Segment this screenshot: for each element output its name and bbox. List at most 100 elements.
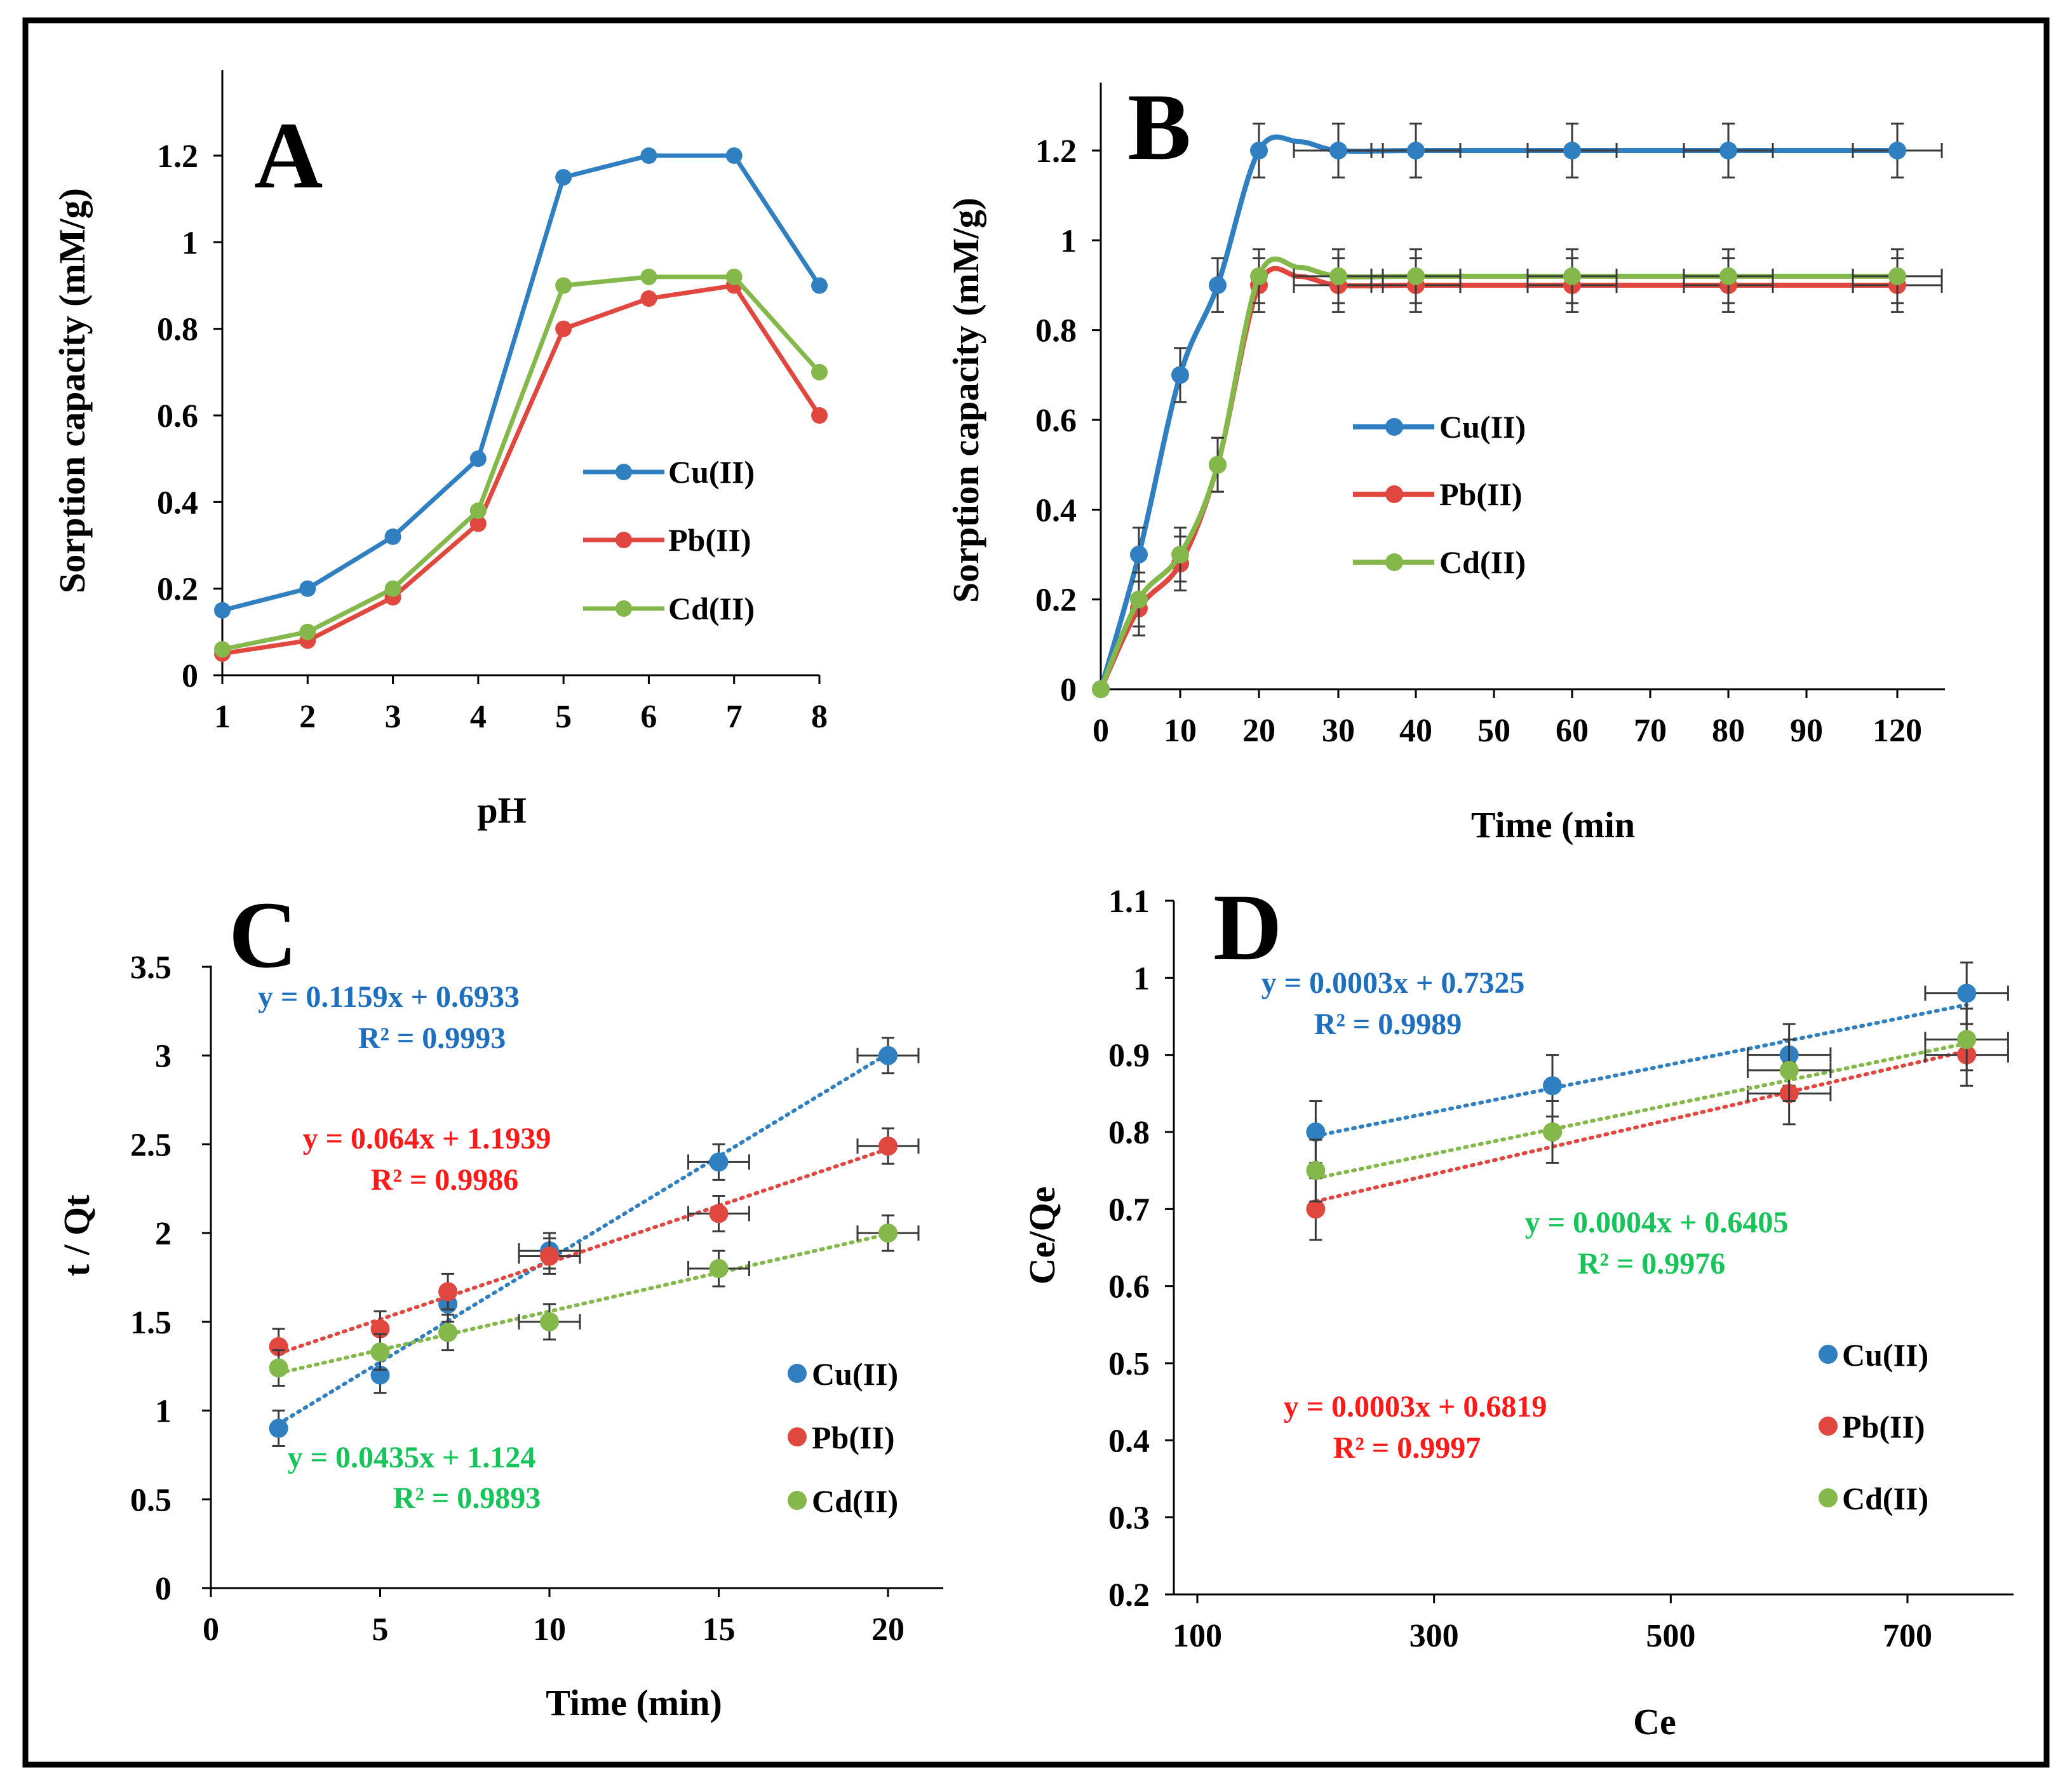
c-r-squared: R² = 0.9993	[358, 1021, 506, 1055]
b-legend-label: Pb(II)	[1439, 476, 1523, 512]
a-x-tick-label: 5	[555, 699, 572, 735]
c-data-point	[709, 1152, 729, 1172]
c-legend-label: Cu(II)	[812, 1356, 898, 1392]
d-x-tick-label: 100	[1173, 1618, 1222, 1654]
d-y-tick-label: 0.4	[1108, 1423, 1150, 1459]
b-data-point	[1250, 267, 1268, 285]
b-data-point	[1888, 142, 1906, 159]
c-equation: y = 0.1159x + 0.6933	[258, 980, 520, 1014]
b-y-tick-label: 1	[1060, 223, 1077, 259]
d-equation: y = 0.0003x + 0.6819	[1284, 1390, 1547, 1424]
c-data-point	[438, 1282, 458, 1302]
a-data-point	[811, 277, 828, 294]
c-data-point	[540, 1312, 559, 1331]
a-y-tick-label: 0.4	[157, 485, 198, 521]
a-y-tick-label: 0.6	[157, 398, 198, 434]
c-y-tick-label: 0.5	[130, 1482, 172, 1518]
d-x-tick-label: 700	[1883, 1618, 1932, 1654]
d-data-point	[1306, 1161, 1326, 1180]
c-data-point	[878, 1136, 898, 1156]
d-y-tick-label: 0.7	[1108, 1192, 1150, 1228]
c-data-point	[878, 1046, 898, 1065]
b-x-tick-label: 70	[1634, 713, 1667, 749]
d-data-point	[1957, 983, 1977, 1003]
b-y-tick-label: 0.8	[1035, 313, 1077, 349]
b-legend-marker	[1385, 485, 1403, 503]
panel-d-letter: D	[1213, 875, 1282, 980]
d-legend-label: Cd(II)	[1842, 1481, 1928, 1516]
a-data-point	[384, 580, 401, 597]
a-series-line	[222, 283, 821, 656]
b-data-point	[1209, 276, 1227, 294]
a-data-point	[214, 602, 231, 619]
a-y-tick-label: 1	[182, 225, 198, 261]
a-data-point	[299, 623, 316, 640]
a-legend-marker	[616, 532, 632, 548]
b-x-tick-label: 50	[1477, 713, 1510, 749]
c-legend-marker	[788, 1491, 807, 1510]
c-legend-marker	[788, 1427, 807, 1446]
c-equation: y = 0.064x + 1.1939	[303, 1122, 551, 1155]
panel-c-x-title: Time (min)	[546, 1682, 722, 1723]
b-x-tick-label: 120	[1873, 713, 1922, 749]
a-data-point	[640, 290, 657, 307]
a-x-tick-label: 2	[299, 699, 316, 735]
a-y-tick-label: 0	[182, 658, 198, 694]
b-data-point	[1329, 267, 1347, 285]
d-y-tick-label: 0.9	[1108, 1038, 1150, 1074]
a-data-point	[299, 580, 316, 597]
b-x-tick-label: 20	[1242, 713, 1275, 749]
c-legend-label: Pb(II)	[812, 1420, 895, 1455]
panel-c-y-title: t / Qt	[56, 1194, 97, 1277]
c-r-squared: R² = 0.9986	[371, 1163, 518, 1197]
b-data-point	[1171, 546, 1189, 563]
figure-frame	[22, 17, 2050, 1768]
b-data-point	[1407, 267, 1425, 285]
b-data-point	[1407, 142, 1425, 159]
c-y-tick-label: 2.5	[130, 1127, 172, 1163]
panel-b-letter: B	[1127, 74, 1191, 180]
a-data-point	[214, 641, 231, 658]
a-series-line	[222, 274, 821, 652]
c-data-point	[878, 1223, 898, 1243]
a-x-tick-label: 4	[470, 699, 487, 735]
c-x-tick-label: 5	[372, 1612, 389, 1648]
b-legend-label: Cu(II)	[1439, 409, 1526, 445]
a-y-tick-label: 1.2	[157, 138, 198, 175]
b-y-tick-label: 1.2	[1035, 133, 1077, 170]
panel-a-letter: A	[254, 103, 323, 208]
a-legend-marker	[616, 464, 632, 480]
a-data-point	[555, 320, 572, 337]
a-legend-marker	[616, 600, 632, 617]
d-data-point	[1957, 1030, 1977, 1049]
c-r-squared: R² = 0.9893	[393, 1481, 541, 1515]
panel-c-letter: C	[229, 882, 297, 988]
c-y-tick-label: 1.5	[130, 1305, 172, 1341]
d-data-point	[1779, 1060, 1799, 1080]
a-y-tick-label: 0.8	[157, 312, 198, 348]
b-x-tick-label: 90	[1790, 713, 1823, 749]
d-y-tick-label: 0.5	[1108, 1346, 1150, 1382]
c-data-point	[269, 1418, 288, 1438]
c-y-tick-label: 1	[155, 1394, 172, 1430]
a-x-tick-label: 3	[385, 699, 401, 735]
panel-d-x-title: Ce	[1633, 1701, 1676, 1742]
a-x-tick-label: 6	[640, 699, 657, 735]
a-data-point	[555, 169, 572, 186]
panel-b-x-title: Time (min	[1471, 804, 1635, 845]
a-y-tick-label: 0.2	[157, 572, 198, 608]
b-y-tick-label: 0.2	[1035, 583, 1077, 619]
c-data-point	[269, 1358, 288, 1378]
b-legend-label: Cd(II)	[1439, 544, 1526, 580]
c-trendline	[276, 1232, 890, 1375]
c-y-tick-label: 0	[155, 1571, 172, 1607]
d-y-tick-label: 0.8	[1108, 1115, 1150, 1151]
b-series-curve	[1098, 134, 1897, 690]
d-data-point	[1543, 1122, 1562, 1142]
b-data-point	[1719, 267, 1737, 285]
b-data-point	[1563, 142, 1581, 159]
panel-d-y-title: Ce/Qe	[1021, 1187, 1063, 1285]
c-data-point	[709, 1204, 729, 1223]
b-data-point	[1329, 142, 1347, 159]
a-series-line	[222, 153, 821, 613]
